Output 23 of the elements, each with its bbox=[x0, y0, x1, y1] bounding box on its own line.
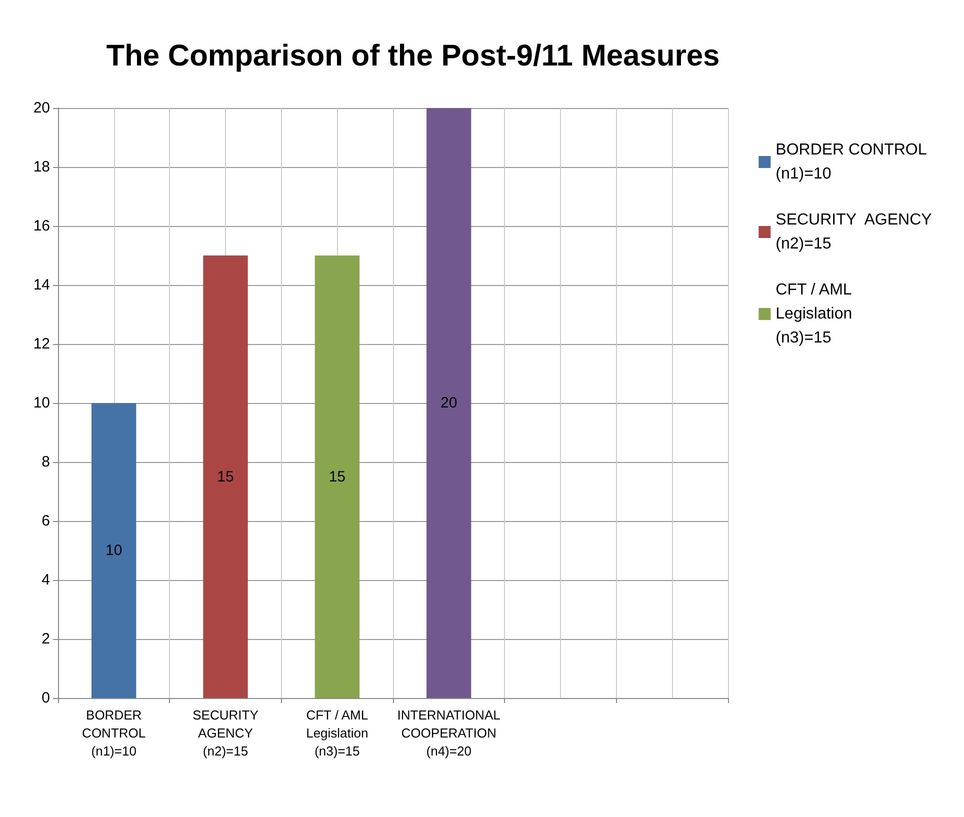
legend-label: BORDER CONTROL (n1)=10 bbox=[776, 142, 927, 182]
data-label: 10 bbox=[105, 542, 122, 559]
data-label: 15 bbox=[217, 468, 234, 486]
y-tick-label: 0 bbox=[42, 690, 50, 706]
x-tick-label: INTERNATIONAL COOPERATION (n4)=20 bbox=[397, 708, 500, 758]
data-label: 20 bbox=[440, 394, 458, 412]
y-tick-label: 10 bbox=[33, 394, 50, 412]
y-tick-label: 8 bbox=[42, 454, 50, 470]
x-tick-label: SECURITY AGENCY (n2)=15 bbox=[192, 708, 259, 758]
data-label: 15 bbox=[328, 468, 346, 486]
y-tick-label: 16 bbox=[33, 218, 50, 234]
y-tick-label: 12 bbox=[33, 336, 50, 352]
y-tick-label: 14 bbox=[33, 276, 50, 294]
y-tick-label: 20 bbox=[33, 100, 50, 116]
y-tick-label: 2 bbox=[42, 630, 50, 648]
legend-label: SECURITY AGENCY (n2)=15 bbox=[776, 212, 932, 252]
y-tick-label: 6 bbox=[42, 512, 50, 530]
legend-label: CFT / AML Legislation (n3)=15 bbox=[776, 282, 852, 346]
x-tick-label: CFT / AML Legislation (n3)=15 bbox=[306, 708, 368, 758]
chart-title: The Comparison of the Post-9/11 Measures bbox=[106, 40, 720, 72]
y-tick-label: 4 bbox=[42, 572, 50, 588]
y-tick-label: 18 bbox=[33, 158, 50, 176]
x-tick-label: BORDER CONTROL (n1)=10 bbox=[82, 708, 146, 758]
